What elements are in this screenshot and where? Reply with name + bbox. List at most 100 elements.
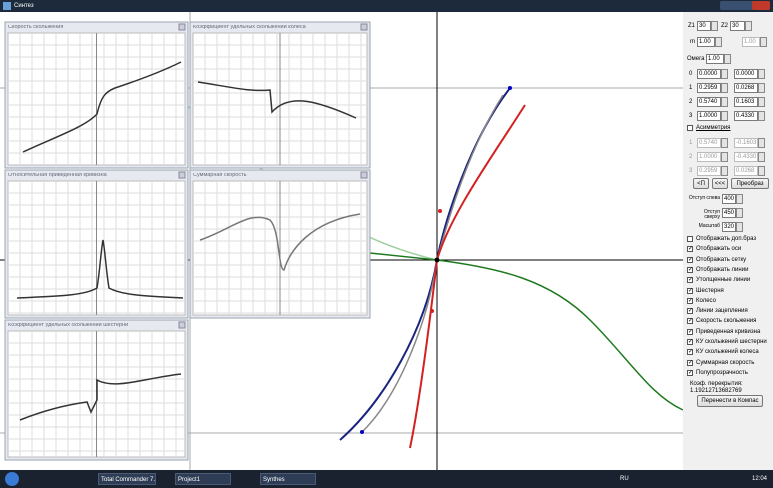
checkbox-label[interactable]: Отображать линии: [696, 266, 749, 273]
checkbox[interactable]: ✓: [687, 339, 694, 345]
checkbox-label[interactable]: Отображать сетку: [696, 256, 747, 263]
spin[interactable]: [736, 194, 743, 204]
spin[interactable]: [724, 54, 731, 64]
point-input[interactable]: 0.2959: [697, 83, 721, 93]
offset-input[interactable]: 400: [722, 194, 736, 204]
spin: [758, 166, 765, 176]
point-input[interactable]: 0.0000: [734, 69, 758, 79]
checkbox-label[interactable]: КУ скольжений колеса: [696, 349, 759, 356]
checkbox-label[interactable]: Суммарная скорость: [696, 359, 755, 366]
point-input[interactable]: 1.0000: [697, 111, 721, 121]
row-index: 2: [689, 99, 693, 105]
spin[interactable]: [721, 83, 728, 93]
checkbox[interactable]: ✓: [687, 328, 694, 335]
sub-curve: [197, 81, 357, 119]
start-button[interactable]: [5, 472, 19, 486]
row-index: 1: [689, 140, 693, 146]
spin: [758, 138, 765, 148]
point-input: 0.2959: [697, 166, 721, 176]
clock: 12:04: [752, 476, 768, 482]
taskbar-item[interactable]: Synthes: [260, 473, 316, 485]
label: Z2: [721, 23, 729, 29]
spin: [721, 138, 728, 148]
checkbox[interactable]: ✓: [687, 308, 694, 315]
close-button[interactable]: [752, 1, 770, 10]
spin: [760, 37, 767, 47]
checkbox-label[interactable]: Полупрозрачность: [696, 369, 748, 376]
row-index: 3: [689, 168, 693, 174]
point-input[interactable]: 0.0268: [734, 83, 758, 93]
z1-input[interactable]: 30: [697, 21, 711, 31]
point-input[interactable]: 0.0000: [697, 69, 721, 79]
language[interactable]: RU: [620, 476, 629, 482]
checkbox[interactable]: ✓: [687, 246, 694, 253]
checkbox[interactable]: ✓: [687, 266, 694, 273]
checkbox-label[interactable]: Отображать доп.браз: [696, 236, 757, 242]
spin[interactable]: [715, 37, 722, 47]
spin: [721, 166, 728, 176]
m-input[interactable]: 1.00: [697, 37, 715, 47]
checkbox[interactable]: ✓: [687, 318, 694, 325]
checkbox-label[interactable]: Приведенная кривизна: [696, 328, 761, 335]
spin[interactable]: [758, 69, 765, 79]
spin[interactable]: [758, 83, 765, 93]
spin[interactable]: [745, 21, 752, 31]
z2-input[interactable]: 30: [730, 21, 745, 31]
checkbox[interactable]: ✓: [687, 369, 694, 376]
checkbox-label[interactable]: Колесо: [696, 297, 716, 304]
omega-input[interactable]: 1.00: [706, 54, 724, 64]
origin: [434, 257, 440, 263]
checkbox[interactable]: ✓: [687, 349, 694, 356]
checkbox-label[interactable]: Линии зацепления: [696, 308, 748, 315]
point: [508, 86, 512, 90]
label: Омега: [687, 56, 705, 62]
checkbox[interactable]: ✓: [687, 297, 694, 304]
offset-label: Отступ сверху: [703, 209, 720, 220]
spin[interactable]: [758, 111, 765, 121]
checkbox[interactable]: ✓: [687, 277, 694, 284]
checkbox-label[interactable]: Шестерня: [696, 287, 724, 294]
sub-window-title: Относительная приведенная кривизна: [8, 173, 107, 178]
offset-input[interactable]: 450: [722, 208, 736, 218]
title-bar: [0, 0, 773, 12]
checkbox[interactable]: [687, 125, 693, 131]
button[interactable]: <П: [693, 178, 709, 189]
point-input[interactable]: 0.1603: [734, 97, 758, 107]
button[interactable]: Преобраз: [731, 178, 769, 189]
checkbox-label[interactable]: Асимметрия: [696, 125, 731, 131]
gray-curve: [361, 94, 504, 433]
checkbox-label[interactable]: Скорость скольжения: [696, 318, 757, 325]
sub-close: [178, 321, 186, 329]
spin[interactable]: [721, 97, 728, 107]
checkbox-label[interactable]: КУ скольжений шестерни: [696, 339, 767, 345]
spin[interactable]: [711, 21, 718, 31]
button[interactable]: <<<: [712, 178, 728, 189]
checkbox-label[interactable]: Отображать оси: [696, 246, 742, 253]
taskbar-item[interactable]: Project1: [175, 473, 231, 485]
export-button[interactable]: Перенести в Компас: [697, 395, 763, 407]
checkbox-label[interactable]: Утолщенные линии: [696, 277, 751, 284]
spin[interactable]: [721, 111, 728, 121]
spin[interactable]: [721, 69, 728, 79]
sub-window-title: Коэффициент удельных скольжений колеса: [193, 25, 306, 30]
offset-input[interactable]: 320: [722, 222, 736, 232]
checkbox[interactable]: ✓: [687, 256, 694, 263]
point-input: 1.0000: [697, 152, 721, 162]
spin[interactable]: [758, 97, 765, 107]
sub-curve: [16, 239, 184, 299]
taskbar-item[interactable]: Total Commander 7...: [98, 473, 156, 485]
sub-window: [4, 169, 189, 319]
checkbox[interactable]: ✓: [687, 359, 694, 366]
checkbox[interactable]: [687, 236, 693, 242]
sub-close: [360, 23, 368, 31]
point-input[interactable]: 0.4330: [734, 111, 758, 121]
point-input[interactable]: 0.5740: [697, 97, 721, 107]
sub-window: [189, 21, 371, 169]
spin[interactable]: [736, 222, 743, 232]
spin[interactable]: [736, 208, 743, 218]
point-input: 0.5740: [697, 138, 721, 148]
checkbox[interactable]: ✓: [687, 287, 694, 294]
overlap-label: Коэф. перекрытия:: [690, 381, 743, 387]
